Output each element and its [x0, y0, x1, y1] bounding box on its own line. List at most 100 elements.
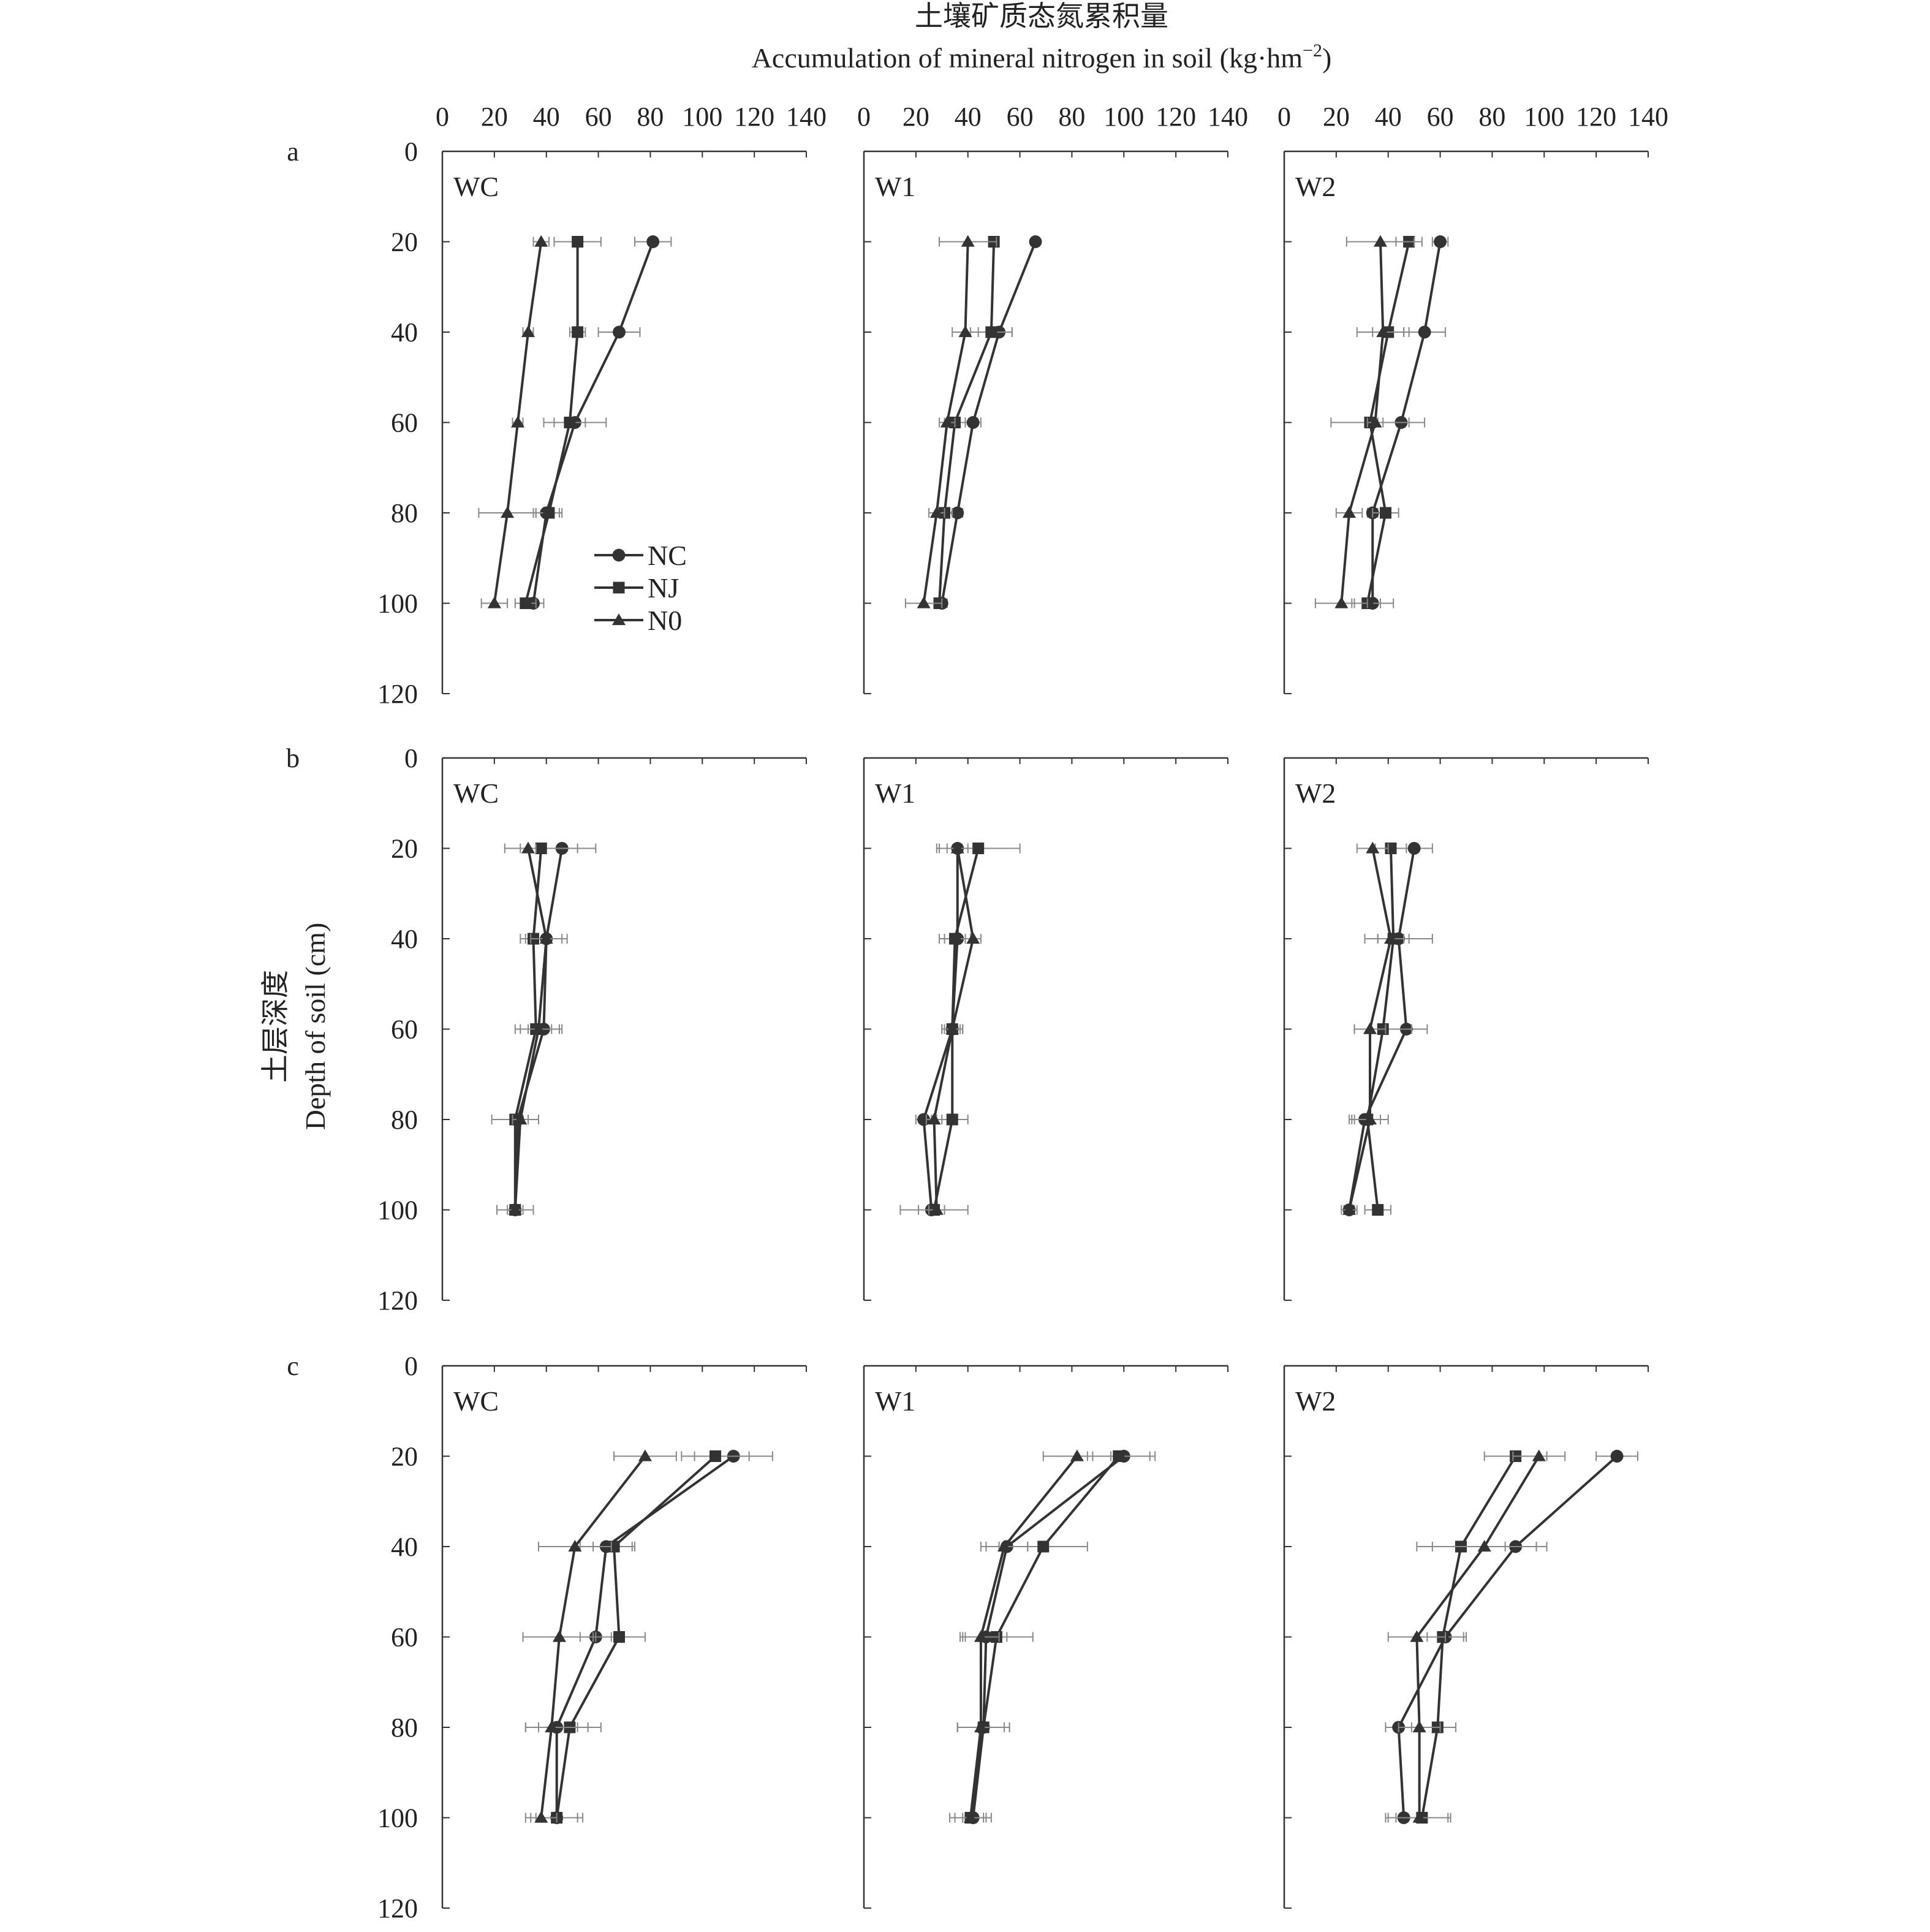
panel-name: W1 [875, 1385, 915, 1417]
data-point [1412, 1811, 1426, 1823]
data-point [572, 236, 584, 248]
x-tick-label: 120 [1156, 102, 1196, 132]
data-point [511, 415, 525, 428]
data-point [963, 1811, 977, 1823]
series-nj [514, 236, 602, 609]
x-tick-label: 120 [1576, 102, 1616, 132]
data-point [545, 1721, 559, 1733]
data-point [1410, 1630, 1424, 1642]
legend-item-nj: NJ [594, 572, 679, 604]
data-point [958, 325, 972, 338]
y-tick-label: 0 [404, 137, 418, 167]
data-point [1372, 1204, 1384, 1216]
data-point [508, 1203, 522, 1215]
x-tick-label: 120 [734, 102, 774, 132]
figure-title-en: Accumulation of mineral nitrogen in soil… [752, 40, 1332, 74]
x-tick-label: 80 [1058, 102, 1085, 132]
panel-b-w1: W1 [863, 757, 1228, 1301]
x-tick-label: 20 [903, 102, 929, 132]
x-tick-label: 0 [857, 102, 871, 132]
data-point [1363, 1113, 1377, 1125]
y-tick-label: 80 [391, 1105, 418, 1135]
y-tick-label: 80 [391, 1713, 418, 1743]
y-tick-label: 100 [377, 1195, 418, 1225]
panel-name: W1 [875, 778, 915, 809]
legend-item-nc: NC [594, 540, 687, 571]
panel-a-w2: W2 [1283, 150, 1649, 694]
panel-c-w1: W1 [863, 1365, 1228, 1909]
data-point [951, 506, 964, 520]
data-point [613, 1631, 626, 1643]
data-point [543, 507, 555, 519]
x-tick-label: 0 [436, 102, 449, 132]
y-tick-label: 40 [391, 1532, 418, 1562]
data-point [1383, 932, 1398, 944]
data-point [1532, 1449, 1546, 1461]
data-point [564, 417, 576, 428]
x-tick-label: 140 [1208, 102, 1248, 132]
data-point [1342, 506, 1357, 518]
series-n0 [1314, 235, 1415, 608]
data-point [917, 596, 931, 608]
data-point [1368, 415, 1382, 428]
data-point [513, 1113, 528, 1125]
panel-b-w2: W2 [1283, 757, 1649, 1301]
panel-name: W2 [1295, 778, 1336, 809]
y-axis-title: 土层深度 Depth of soil (cm) [260, 923, 331, 1131]
series-n0 [1387, 1449, 1566, 1823]
data-point [521, 841, 535, 854]
data-point [974, 1721, 988, 1733]
y-tick-label: 0 [404, 1351, 418, 1381]
data-point [1366, 841, 1380, 854]
data-point [950, 841, 964, 854]
data-point [531, 1022, 546, 1034]
series-n0 [925, 841, 982, 1215]
data-point [997, 1540, 1012, 1552]
data-point [535, 843, 547, 854]
x-tick-label: 100 [1524, 102, 1564, 132]
data-point [613, 325, 626, 339]
panel-c-w2: W2 [1283, 1365, 1649, 1909]
figure-title-en-main: Accumulation of mineral nitrogen in soil… [752, 42, 1303, 74]
series-n0 [496, 841, 563, 1215]
data-point [539, 932, 553, 944]
panel-name: W1 [875, 171, 915, 202]
y-tick-label: 40 [391, 924, 418, 954]
x-tick-label-group: 0 20 40 60 80 100 120 140 0 20 40 60 80 100 120 140 0 20 4… [436, 102, 1668, 132]
data-point [487, 596, 501, 608]
y-tick-label: 100 [377, 1803, 418, 1833]
legend-item-n0: N0 [594, 605, 682, 636]
data-point [646, 235, 660, 248]
x-tick-label: 100 [682, 102, 722, 132]
panel-name: WC [453, 1385, 499, 1417]
series-n0 [954, 1449, 1112, 1823]
series-n0 [904, 235, 997, 608]
x-tick-label: 0 [1277, 102, 1291, 132]
data-point [945, 1022, 959, 1034]
x-tick-label: 20 [481, 102, 508, 132]
row-label: a [287, 137, 299, 167]
data-point [929, 506, 944, 518]
data-point [949, 933, 961, 945]
data-point [985, 326, 997, 338]
legend-marker [612, 548, 626, 562]
data-point [1434, 235, 1447, 248]
x-tick-label: 40 [533, 102, 560, 132]
y-tick-label: 100 [377, 589, 418, 619]
panel-a-wc: 0 20 40 60 80 100 120 a WC [287, 137, 807, 709]
data-point [1334, 596, 1349, 608]
data-point [927, 1113, 941, 1125]
data-point [568, 1540, 582, 1552]
data-point [1379, 507, 1391, 519]
legend-marker [613, 581, 625, 594]
data-point [520, 597, 532, 609]
panel-name: WC [453, 171, 499, 202]
data-point [1037, 1540, 1050, 1553]
figure-title-en-close: ) [1322, 42, 1331, 74]
data-point [961, 235, 975, 247]
panel-name: W2 [1295, 1385, 1336, 1417]
legend-label: N0 [648, 605, 682, 636]
data-point [521, 325, 535, 338]
row-label: b [286, 743, 300, 773]
y-axis-title-en: Depth of soil (cm) [300, 923, 331, 1131]
